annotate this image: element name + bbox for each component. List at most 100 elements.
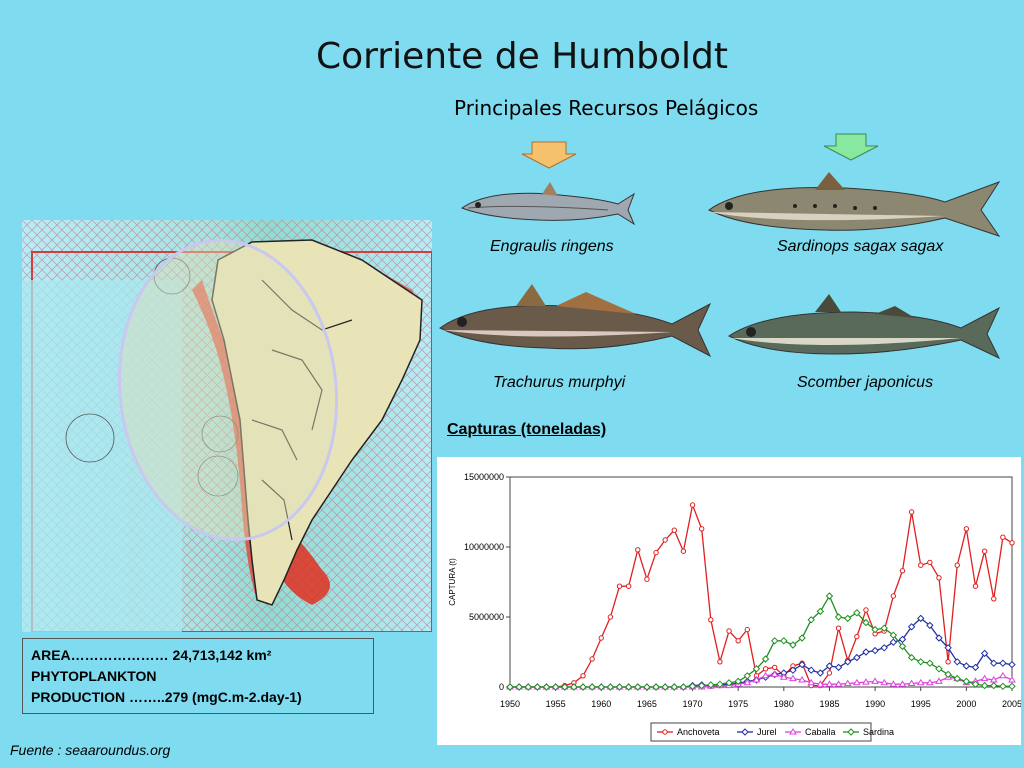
legend-label-jurel: Jurel	[757, 727, 777, 737]
data-point-anchoveta	[662, 537, 668, 543]
data-point-caballa	[779, 673, 788, 680]
data-point-sardina	[551, 683, 560, 691]
data-point-anchoveta	[1009, 540, 1015, 546]
data-point-jurel	[789, 666, 797, 674]
legend-label-sardina: Sardina	[863, 727, 894, 737]
data-point-caballa	[862, 678, 870, 685]
data-point-sardina	[944, 670, 952, 679]
data-point-caballa	[898, 680, 907, 687]
data-point-caballa	[998, 671, 1007, 679]
data-point-anchoveta	[863, 607, 869, 613]
data-point-sardina	[816, 607, 825, 616]
info-phyto: PHYTOPLANKTON	[31, 668, 157, 684]
data-point-jurel	[980, 649, 989, 658]
x-tick-label: 1970	[683, 699, 703, 709]
data-point-sardina	[570, 683, 578, 691]
data-point-anchoveta	[854, 633, 860, 640]
south-america-map	[22, 220, 432, 632]
data-point-sardina	[780, 637, 788, 645]
data-point-anchoveta	[972, 583, 979, 589]
data-point-anchoveta	[981, 548, 988, 554]
data-point-anchoveta	[1000, 534, 1006, 540]
x-tick-label: 1990	[865, 699, 885, 709]
data-point-sardina	[652, 683, 660, 691]
data-point-sardina	[588, 683, 596, 691]
data-point-jurel	[917, 614, 925, 623]
data-point-sardina	[697, 681, 706, 690]
data-point-anchoveta	[616, 583, 623, 589]
data-point-sardina	[643, 683, 651, 691]
data-point-sardina	[770, 637, 779, 645]
data-point-anchoveta	[708, 617, 714, 623]
data-point-jurel	[825, 662, 834, 670]
data-point-anchoveta	[598, 635, 604, 641]
anchovy-icon	[460, 182, 636, 226]
data-point-caballa	[770, 670, 779, 677]
data-point-jurel	[926, 621, 934, 630]
data-point-sardina	[990, 681, 998, 690]
data-point-sardina	[999, 682, 1007, 691]
data-point-jurel	[807, 666, 815, 674]
data-point-caballa	[825, 680, 834, 687]
data-point-anchoveta	[680, 548, 687, 554]
data-point-jurel	[898, 635, 907, 644]
data-point-jurel	[971, 663, 980, 672]
x-tick-label: 1950	[500, 699, 520, 709]
data-point-jurel	[862, 648, 870, 656]
fish-label-engraulis: Engraulis ringens	[490, 238, 614, 255]
series-line-sardina	[510, 594, 1012, 688]
legend-marker-anchoveta	[662, 729, 668, 735]
data-point-sardina	[798, 634, 806, 642]
data-point-sardina	[789, 641, 797, 649]
data-point-caballa	[807, 678, 816, 686]
data-point-anchoveta	[744, 626, 751, 633]
data-point-sardina	[561, 683, 569, 691]
data-point-caballa	[789, 674, 797, 682]
y-tick-label: 0	[499, 682, 504, 692]
data-point-anchoveta	[963, 526, 970, 532]
catch-chart-svg: 0 5000000 10000000 15000000 1950 1955 1960 1965…	[448, 472, 1022, 742]
data-point-sardina	[752, 665, 761, 673]
data-point-anchoveta	[607, 614, 614, 620]
data-point-jurel	[880, 644, 888, 652]
fish-label-trachurus: Trachurus murphyi	[493, 374, 626, 391]
data-point-sardina	[761, 655, 770, 663]
captures-label: Capturas (toneladas)	[447, 421, 607, 438]
data-point-jurel	[798, 660, 806, 669]
data-point-caballa	[834, 680, 843, 687]
data-point-sardina	[1008, 682, 1016, 691]
data-point-jurel	[999, 659, 1007, 667]
data-point-sardina	[853, 609, 861, 617]
data-point-caballa	[907, 679, 916, 686]
catch-chart: 0 5000000 10000000 15000000 1950 1955 1960 1965…	[437, 457, 1022, 745]
data-point-sardina	[661, 683, 669, 691]
data-point-anchoveta	[899, 568, 906, 574]
data-point-caballa	[889, 680, 898, 687]
data-point-sardina	[734, 677, 742, 686]
data-point-anchoveta	[698, 526, 705, 532]
data-point-sardina	[624, 683, 633, 691]
data-point-sardina	[579, 683, 587, 691]
legend-marker-caballa	[789, 728, 797, 735]
fish-label-scomber: Scomber japonicus	[797, 374, 934, 391]
data-point-caballa	[880, 678, 889, 686]
data-point-sardina	[615, 683, 624, 691]
legend-label-anchoveta: Anchoveta	[677, 727, 720, 737]
down-arrow-icon-green	[823, 133, 879, 161]
data-point-anchoveta	[653, 549, 659, 556]
data-point-jurel	[962, 662, 971, 670]
data-point-sardina	[524, 683, 532, 691]
legend-box	[650, 722, 872, 742]
data-point-anchoveta	[735, 638, 741, 644]
data-point-sardina	[962, 677, 971, 686]
x-tick-label: 1975	[728, 699, 748, 709]
data-point-sardina	[917, 658, 925, 666]
data-point-anchoveta	[954, 562, 960, 568]
data-point-anchoveta	[945, 659, 951, 665]
data-point-anchoveta	[635, 547, 641, 553]
data-point-caballa	[843, 679, 852, 686]
fish-label-sardinops: Sardinops sagax sagax	[777, 238, 944, 255]
data-point-anchoveta	[835, 625, 842, 631]
data-point-sardina	[871, 625, 879, 634]
data-point-sardina	[862, 618, 870, 627]
